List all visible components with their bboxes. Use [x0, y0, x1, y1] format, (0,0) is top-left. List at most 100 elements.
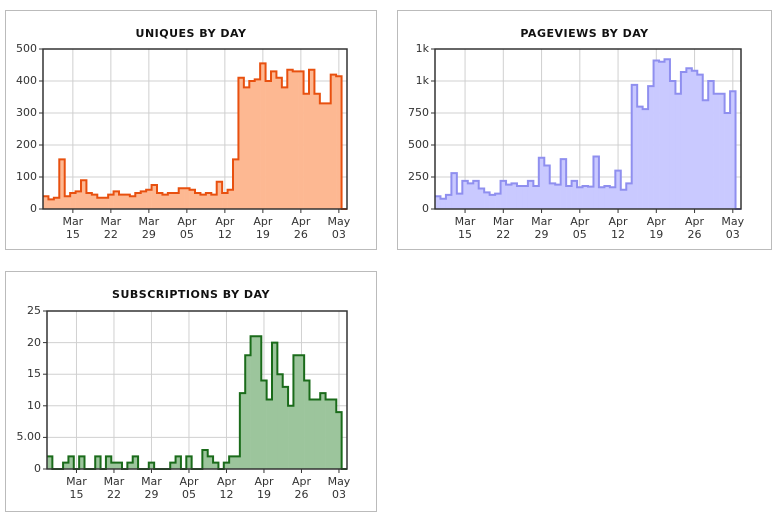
- area-step: [151, 185, 158, 209]
- area-step: [113, 191, 120, 209]
- area-step: [68, 456, 75, 469]
- x-tick-label: May 03: [327, 215, 351, 241]
- area-step: [59, 159, 66, 209]
- area-step: [309, 69, 315, 209]
- area-step: [320, 393, 326, 469]
- area-step: [330, 74, 337, 209]
- y-tick-label: 0: [34, 462, 41, 475]
- x-tick-label: Apr 19: [254, 475, 274, 501]
- area-step: [298, 71, 304, 210]
- area-step: [233, 159, 239, 209]
- area-step: [95, 456, 101, 469]
- x-tick-label: Apr 05: [177, 215, 197, 241]
- x-tick-label: Apr 05: [570, 215, 590, 241]
- area-step: [659, 61, 665, 209]
- area-step: [276, 77, 283, 209]
- area-step: [227, 189, 234, 209]
- area-step: [111, 462, 117, 469]
- area-step: [631, 84, 638, 209]
- area-step: [167, 193, 174, 209]
- area-step: [604, 185, 611, 209]
- area-step: [254, 79, 261, 210]
- plot-border: [42, 48, 348, 210]
- area-step: [708, 81, 714, 209]
- area-step: [555, 184, 561, 209]
- area-step: [724, 113, 731, 209]
- area-step: [489, 194, 496, 209]
- area-step: [47, 456, 53, 469]
- area-step: [626, 183, 633, 209]
- area-step: [170, 462, 176, 469]
- x-tick-label: Mar 29: [531, 215, 552, 241]
- area-step: [229, 456, 235, 469]
- area-step: [314, 399, 321, 469]
- x-tick-label: Apr 12: [215, 215, 235, 241]
- area-step: [292, 71, 299, 210]
- area-step: [571, 180, 578, 209]
- area-step: [527, 180, 534, 209]
- y-tick-label: 0: [30, 202, 37, 215]
- area-step: [223, 462, 230, 469]
- y-tick-label: 250: [408, 170, 429, 183]
- area-step: [205, 193, 212, 209]
- area-step: [506, 184, 512, 209]
- area-step: [304, 380, 310, 469]
- area-step: [325, 103, 332, 209]
- area-step: [500, 180, 507, 209]
- area-step: [124, 194, 131, 209]
- area-step: [249, 81, 256, 209]
- area-step: [495, 193, 501, 209]
- y-tick-label: 750: [408, 106, 429, 119]
- area-step: [222, 193, 228, 209]
- area-step: [451, 173, 458, 209]
- step-line: [435, 58, 741, 210]
- area-step: [186, 456, 192, 469]
- area-step: [140, 191, 147, 209]
- area-step: [157, 193, 163, 209]
- area-step: [195, 193, 201, 209]
- area-step: [309, 399, 316, 469]
- area-step: [566, 185, 572, 209]
- area-step: [277, 374, 284, 469]
- y-tick-label: 1k: [415, 42, 429, 55]
- area-step: [325, 399, 332, 469]
- plot-border: [434, 48, 742, 210]
- area-step: [211, 194, 218, 209]
- area-step: [261, 380, 267, 469]
- x-tick-label: Mar 15: [454, 215, 476, 241]
- area-step: [615, 170, 622, 209]
- chart-title: UNIQUES BY DAY: [135, 27, 247, 40]
- area-step: [456, 193, 463, 209]
- area-step: [91, 194, 98, 209]
- area-step: [462, 180, 469, 209]
- area-step: [81, 180, 87, 209]
- area-step: [184, 188, 190, 209]
- area-step: [146, 189, 152, 209]
- area-step: [127, 462, 134, 469]
- area-step: [298, 355, 305, 469]
- area-step: [533, 185, 540, 209]
- area-step: [245, 355, 251, 469]
- area-step: [691, 70, 698, 209]
- area-step: [266, 399, 273, 469]
- area-step: [588, 186, 594, 209]
- area-step: [511, 183, 518, 209]
- area-step: [445, 194, 452, 209]
- area-step: [108, 194, 114, 209]
- area-step: [148, 462, 155, 469]
- area-step: [522, 185, 529, 209]
- area-step: [516, 185, 523, 209]
- x-tick-label: Mar 22: [492, 215, 514, 241]
- area-step: [336, 76, 342, 209]
- area-step: [702, 100, 709, 209]
- area-step: [178, 188, 185, 209]
- area-step: [478, 188, 485, 209]
- area-step: [675, 93, 682, 209]
- x-tick-label: May 03: [327, 475, 351, 501]
- area-step: [730, 91, 736, 209]
- chart-panel: PAGEVIEWS BY DAY 0 250 500 750 1k 1k Mar 15 Mar …: [397, 10, 772, 250]
- area-step: [97, 197, 104, 209]
- area-step: [686, 68, 693, 209]
- y-tick-label: 15: [27, 367, 41, 381]
- area-step: [250, 336, 257, 469]
